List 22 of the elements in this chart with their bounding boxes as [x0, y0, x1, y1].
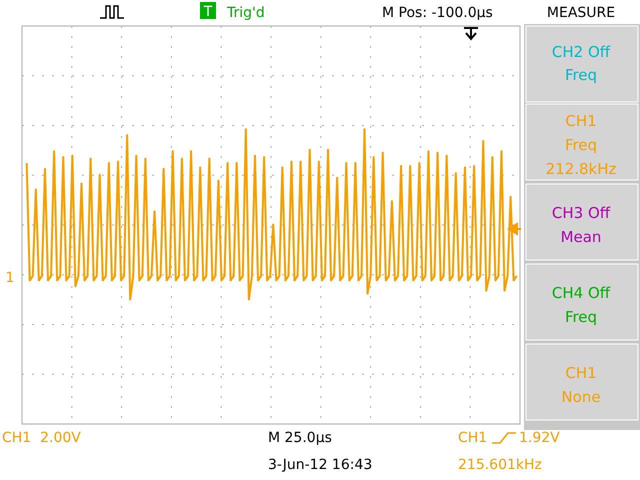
text: 1 [6, 270, 14, 286]
text: CH1 2.00V [2, 430, 82, 446]
text: Freq [564, 136, 598, 154]
text: CH1 [565, 112, 597, 130]
text: Freq [564, 66, 598, 84]
text: Trig'd [226, 5, 265, 21]
text: M Pos: -100.0µs [382, 5, 493, 21]
text: CH1 [565, 364, 597, 382]
text: 1.92V [519, 430, 560, 446]
text: 212.8kHz [546, 160, 617, 178]
text: CH1 [458, 430, 488, 446]
text: CH2 Off [552, 43, 611, 61]
text: MEASURE [546, 5, 616, 21]
text: None [561, 388, 601, 406]
text: Mean [560, 228, 602, 246]
text: CH3 Off [552, 204, 611, 222]
text: 3-Jun-12 16:43 [268, 457, 372, 473]
text: Freq [564, 308, 598, 326]
text: 215.601kHz [458, 457, 542, 473]
text: CH4 Off [552, 284, 611, 302]
text: T [202, 4, 213, 20]
text: M 25.0µs [268, 430, 332, 446]
